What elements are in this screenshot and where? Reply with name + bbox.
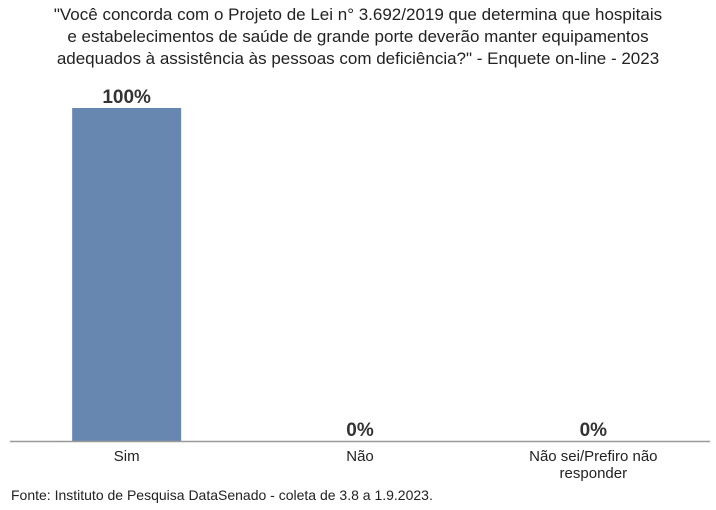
chart-title-line: "Você concorda com o Projeto de Lei n° 3…: [53, 5, 663, 24]
category-label: Sim: [114, 448, 140, 465]
chart-title-line: e estabelecimentos de saúde de grande po…: [67, 27, 649, 46]
data-label: 0%: [346, 420, 374, 441]
source-note: Fonte: Instituto de Pesquisa DataSenado …: [11, 487, 433, 503]
category-label: Não: [346, 448, 374, 465]
bar: [72, 108, 182, 441]
chart-title-line: adequados à assistência às pessoas com d…: [56, 49, 660, 68]
category-label: responder: [560, 465, 628, 482]
category-label: Não sei/Prefiro não: [529, 448, 657, 465]
data-label: 0%: [580, 420, 608, 441]
chart-title: "Você concorda com o Projeto de Lei n° 3…: [0, 4, 716, 70]
data-label: 100%: [102, 87, 151, 108]
